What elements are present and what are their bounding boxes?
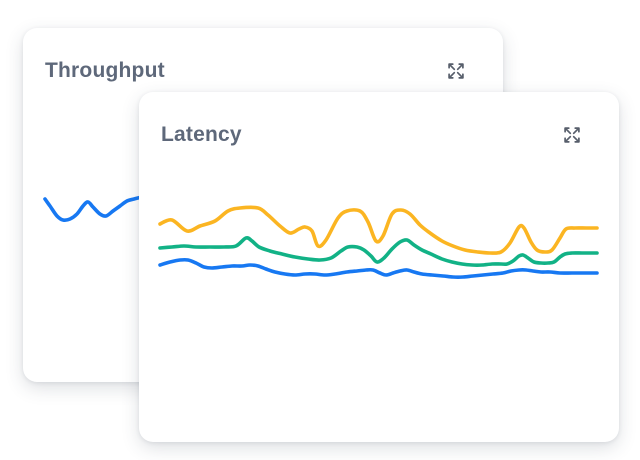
series-throughput	[43, 194, 152, 222]
series-latency-mid	[158, 236, 599, 267]
series-latency-high	[158, 205, 599, 255]
series-latency-low	[158, 257, 599, 279]
throughput-card-title: Throughput	[45, 59, 165, 82]
latency-card-header: Latency	[139, 92, 619, 146]
expand-icon[interactable]	[445, 60, 467, 82]
latency-card-title: Latency	[161, 123, 242, 146]
expand-icon[interactable]	[561, 124, 583, 146]
latency-card: Latency	[139, 92, 619, 442]
throughput-card-header: Throughput	[23, 28, 503, 82]
